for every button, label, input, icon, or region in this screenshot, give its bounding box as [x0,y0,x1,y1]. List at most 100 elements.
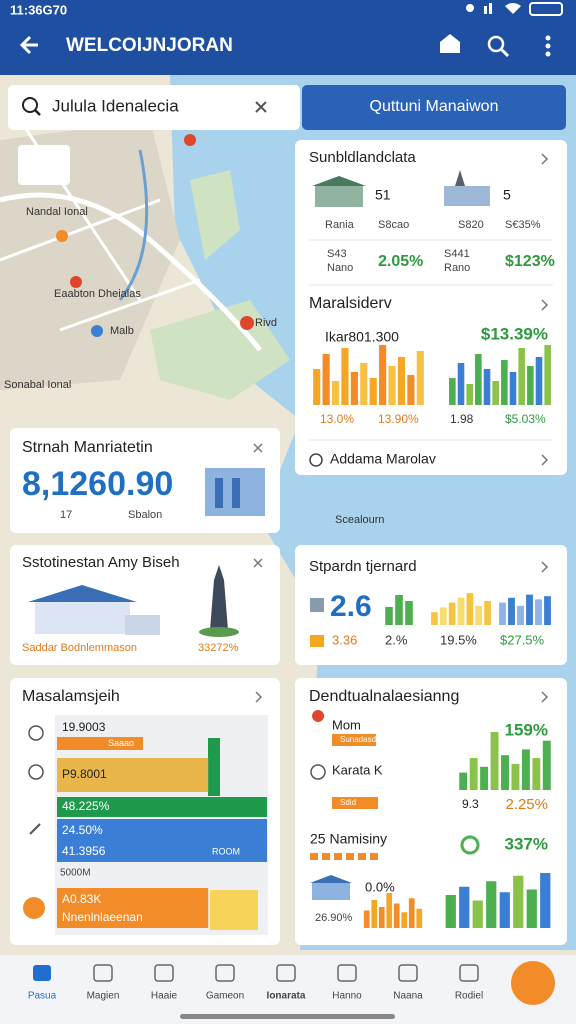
shape [190,170,240,260]
shape[interactable] [253,443,263,453]
shape [310,764,326,780]
bar [490,732,499,790]
shape[interactable] [541,153,549,165]
menu-button[interactable] [545,35,551,57]
label: 5 [503,187,511,203]
back-button[interactable] [19,35,38,55]
bar [517,605,524,625]
search-button[interactable] [487,35,510,58]
shape [150,300,290,400]
shape[interactable] [541,561,549,573]
bar [360,363,368,405]
bar [57,888,209,928]
nav-icon[interactable] [93,964,113,982]
bar [544,596,551,625]
bar [449,378,456,405]
label: Sbalon [128,509,162,521]
card-title: Stpardn tjernard [309,558,417,575]
bar [371,900,378,928]
shape[interactable] [541,299,549,311]
bar [416,351,424,405]
shape [184,134,196,146]
shape [199,627,239,637]
bar [486,881,497,928]
label: Sunadasd [340,735,376,744]
label: 0.0% [365,879,395,894]
nav-tab: Ionarata [267,991,306,1002]
bar [459,886,470,928]
label: Saaao [108,738,134,748]
card-title: Masalamsjeih [22,688,120,705]
shape[interactable] [545,51,551,57]
label: ROOM [212,846,240,856]
shape [210,565,228,630]
shape[interactable] [255,691,263,703]
bar [401,912,408,928]
bar [457,363,465,405]
search-submit[interactable] [302,85,566,130]
shape [125,615,160,635]
shape [455,170,465,186]
shape[interactable] [541,454,549,466]
bar [483,369,491,405]
label: 13.90% [378,412,419,426]
shape [310,635,324,647]
nav-icon[interactable] [459,964,479,982]
bar [499,892,510,928]
shape [309,453,323,467]
label: 17 [60,509,72,521]
label: S43 [327,248,347,260]
label: S820 [458,219,484,231]
bar [397,357,406,405]
label: 33272% [198,642,239,654]
label: Karata K [332,762,383,777]
nav-icon[interactable] [215,964,235,982]
nav-icon[interactable] [154,964,174,982]
bar [480,766,489,790]
home-button[interactable] [440,34,460,53]
bar [57,797,267,817]
shape [29,823,41,835]
bar [511,763,520,790]
chevrons[interactable] [253,153,549,703]
shape [295,545,567,665]
bottom-nav [0,955,576,1024]
shape [210,890,258,930]
label: 337% [505,834,548,853]
tag [370,853,378,860]
label: 19.5% [440,632,477,647]
fab[interactable] [511,961,555,1005]
shape [0,192,262,352]
bar [350,372,358,405]
shape [208,738,220,796]
shape[interactable] [499,47,510,58]
shape[interactable] [545,35,551,41]
bar [439,607,447,625]
shape[interactable] [545,43,551,49]
shape[interactable] [253,558,263,568]
search-input[interactable] [8,85,300,130]
shape[interactable] [487,35,505,53]
bar [379,345,387,405]
nav-icon[interactable] [337,964,357,982]
nav-icon[interactable] [276,964,296,982]
label: 159% [505,720,548,739]
shape[interactable] [541,691,549,703]
label: Rano [444,262,470,274]
app-bar [0,0,576,75]
bar [469,758,478,790]
shape [118,149,149,301]
shape [312,882,350,900]
clear-button[interactable] [255,101,267,113]
nav-tab: Naana [393,991,423,1002]
shape [505,3,521,14]
tag [334,853,342,860]
shape [91,325,103,337]
nav-icon[interactable] [398,964,418,982]
nav-icon[interactable] [33,965,51,981]
shape [240,316,254,330]
shape [215,478,223,508]
map-control[interactable] [18,145,70,185]
nav-tab: Hanno [332,991,362,1002]
bar [341,348,349,405]
